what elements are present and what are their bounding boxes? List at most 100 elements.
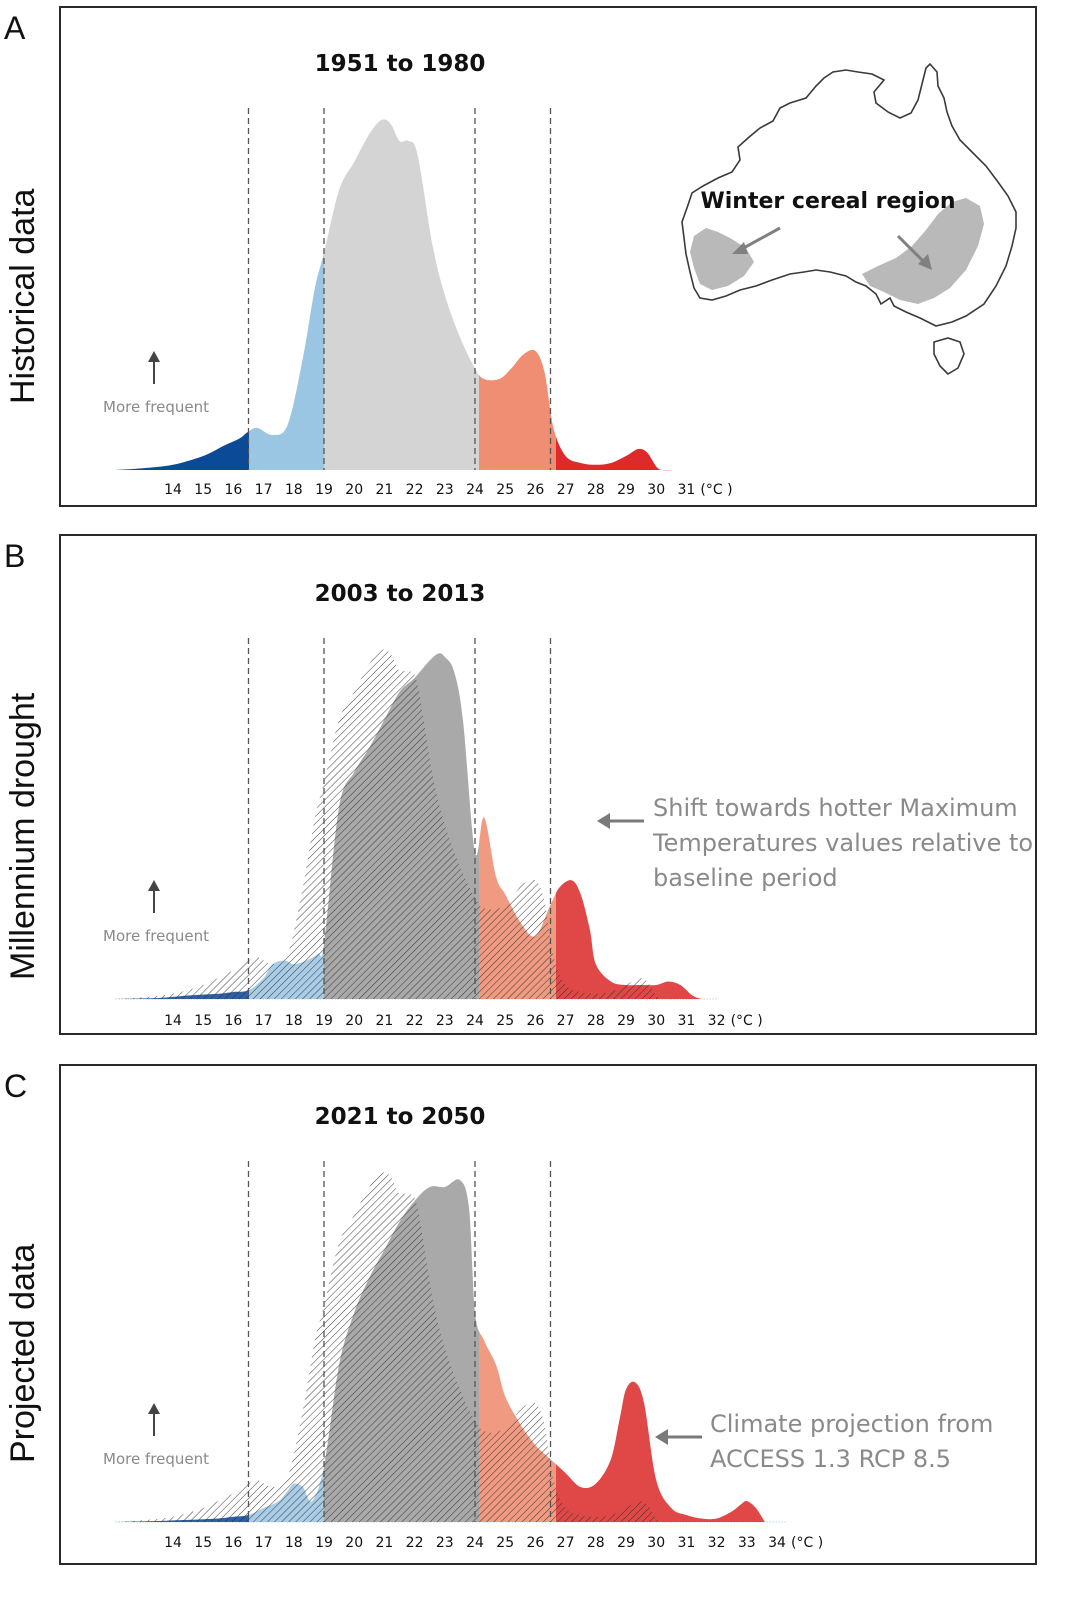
x-tick-label: 30 bbox=[647, 1535, 665, 1551]
arrow-up-icon bbox=[148, 351, 160, 362]
more-frequent-label-a: More frequent bbox=[103, 398, 209, 416]
x-tick-label: 21 bbox=[375, 1013, 393, 1029]
x-tick-label: 28 bbox=[587, 1013, 605, 1029]
map-arrow-west bbox=[739, 226, 781, 252]
annotation-b-line-1: Shift towards hotter Maximum bbox=[653, 794, 1018, 822]
x-tick-label: 32 bbox=[708, 1013, 726, 1029]
x-tick-label: 21 bbox=[375, 482, 393, 498]
panel-frame-c bbox=[59, 1064, 1037, 1565]
arrow-left-icon bbox=[597, 813, 610, 829]
annotation-c-line-1: Climate projection from bbox=[710, 1410, 993, 1438]
x-tick-label: 22 bbox=[406, 1535, 424, 1551]
x-tick-label: 22 bbox=[406, 482, 424, 498]
area-band-warm bbox=[479, 349, 556, 470]
x-tick-label: 16 bbox=[224, 1535, 242, 1551]
x-tick-label: 26 bbox=[526, 482, 544, 498]
x-tick-label: 24 bbox=[466, 1535, 484, 1551]
annotation-b-line-3: baseline period bbox=[653, 864, 838, 892]
x-tick-label: 20 bbox=[345, 1013, 363, 1029]
x-tick-label: 31 bbox=[677, 1013, 695, 1029]
arrow-up-icon bbox=[148, 1403, 160, 1414]
x-tick-label: 29 bbox=[617, 482, 635, 498]
x-tick-label: 30 bbox=[647, 1013, 665, 1029]
more-frequent-label-b: More frequent bbox=[103, 927, 209, 945]
x-tick-label: 29 bbox=[617, 1535, 635, 1551]
panel-letter-a: A bbox=[4, 10, 26, 46]
x-tick-label: 25 bbox=[496, 1013, 514, 1029]
panel-frame-b bbox=[59, 534, 1037, 1035]
x-tick-label: 15 bbox=[194, 1535, 212, 1551]
chart-c: 14 15 16 17 18 19 20 21 22 23 24 25 26 27 28 29 30 31 32 33… bbox=[115, 1161, 823, 1551]
cereal-region-west bbox=[690, 228, 754, 290]
baseline-hatched-area bbox=[115, 649, 675, 1000]
x-tick-label: 28 bbox=[587, 482, 605, 498]
x-tick-label: 19 bbox=[315, 1013, 333, 1029]
tasmania-outline bbox=[933, 337, 965, 376]
x-tick-label: 22 bbox=[406, 1013, 424, 1029]
x-tick-label: 17 bbox=[255, 1535, 273, 1551]
x-tick-label: 19 bbox=[315, 482, 333, 498]
x-tick-label: 16 bbox=[224, 1013, 242, 1029]
map-arrow-east bbox=[896, 234, 928, 266]
annotation-b: Shift towards hotter Maximum Temperature… bbox=[597, 794, 1033, 892]
x-tick-label: 31 bbox=[677, 482, 695, 498]
chart-a: 14 15 16 17 18 19 20 21 22 23 24 25 26 27 28 29 30 31 (°C … bbox=[115, 108, 733, 498]
australia-map: Winter cereal region bbox=[681, 62, 1017, 376]
x-tick-label: 27 bbox=[557, 1535, 575, 1551]
x-tick-label: 33 bbox=[738, 1535, 756, 1551]
annotation-c: Climate projection from ACCESS 1.3 RCP 8… bbox=[655, 1410, 993, 1473]
x-tick-label: 25 bbox=[496, 1535, 514, 1551]
area-band-optimal bbox=[324, 119, 479, 470]
chart-b: 14 15 16 17 18 19 20 21 22 23 24 25 26 27 28 29 30 31 32 (°… bbox=[115, 638, 763, 1029]
x-tick-label: 15 bbox=[194, 482, 212, 498]
x-tick-label: 27 bbox=[557, 482, 575, 498]
arrow-down-left-icon bbox=[732, 242, 748, 254]
more-frequent-indicator-a: More frequent bbox=[103, 351, 209, 416]
more-frequent-indicator-b: More frequent bbox=[103, 880, 209, 945]
arrow-up-icon bbox=[148, 880, 160, 891]
panel-frame-a bbox=[59, 6, 1037, 507]
x-tick-label: 24 bbox=[466, 482, 484, 498]
more-frequent-indicator-c: More frequent bbox=[103, 1403, 209, 1468]
x-tick-label: 20 bbox=[345, 482, 363, 498]
x-tick-label: 14 bbox=[164, 1535, 182, 1551]
x-tick-label: 31 bbox=[677, 1535, 695, 1551]
baseline-hatched-area bbox=[115, 1172, 675, 1523]
arrow-down-right-icon bbox=[918, 254, 932, 270]
x-tick-label: 30 bbox=[647, 482, 665, 498]
x-axis-unit: (°C ) bbox=[731, 1013, 763, 1029]
x-tick-label: 29 bbox=[617, 1013, 635, 1029]
annotation-c-line-2: ACCESS 1.3 RCP 8.5 bbox=[710, 1445, 951, 1473]
x-axis-unit: (°C ) bbox=[700, 482, 732, 498]
area-band-cold-extreme bbox=[115, 431, 249, 470]
x-tick-label: 14 bbox=[164, 482, 182, 498]
x-tick-label: 26 bbox=[526, 1013, 544, 1029]
map-label: Winter cereal region bbox=[700, 189, 955, 214]
x-axis-unit: (°C ) bbox=[791, 1535, 823, 1551]
panel-letter-c: C bbox=[4, 1068, 28, 1104]
x-tick-label: 18 bbox=[285, 1535, 303, 1551]
area-band-hot-extreme bbox=[556, 880, 702, 999]
chart-title-c: 2021 to 2050 bbox=[315, 1104, 486, 1130]
x-tick-label: 24 bbox=[466, 1013, 484, 1029]
x-tick-label: 21 bbox=[375, 1535, 393, 1551]
x-tick-label: 19 bbox=[315, 1535, 333, 1551]
x-tick-label: 28 bbox=[587, 1535, 605, 1551]
x-tick-label: 23 bbox=[436, 1535, 454, 1551]
x-tick-label: 15 bbox=[194, 1013, 212, 1029]
arrow-left-icon bbox=[655, 1429, 668, 1445]
area-band-cool bbox=[249, 253, 324, 470]
x-tick-label: 17 bbox=[255, 482, 273, 498]
x-tick-label: 17 bbox=[255, 1013, 273, 1029]
x-tick-label: 25 bbox=[496, 482, 514, 498]
x-tick-label: 23 bbox=[436, 482, 454, 498]
annotation-b-line-2: Temperatures values relative to bbox=[652, 829, 1033, 857]
x-tick-label: 27 bbox=[557, 1013, 575, 1029]
x-tick-label: 16 bbox=[224, 482, 242, 498]
area-band-hot-extreme bbox=[556, 1381, 765, 1522]
x-tick-label: 14 bbox=[164, 1013, 182, 1029]
x-tick-label: 32 bbox=[708, 1535, 726, 1551]
area-band-hot-extreme bbox=[556, 436, 675, 471]
panel-letter-b: B bbox=[4, 538, 26, 574]
